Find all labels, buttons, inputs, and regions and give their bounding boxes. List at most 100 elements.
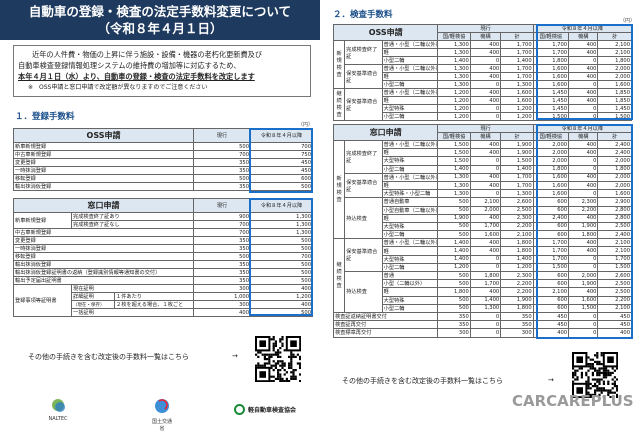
fee-value: 0 <box>469 320 502 330</box>
fee-value: 1,300 <box>250 212 314 221</box>
row-label: 小型二輪 <box>381 80 439 89</box>
fee-value: 500 <box>437 197 471 207</box>
fee-value: 500 <box>250 236 314 245</box>
table-header: OSS申請 <box>332 24 439 41</box>
row-label: 軽 <box>381 148 439 158</box>
qr-code[interactable] <box>255 336 301 382</box>
row-label: 変更登録 <box>12 236 195 245</box>
fee-value: 1,700 <box>469 279 502 289</box>
fee-value: 600 <box>532 205 570 215</box>
fee-value: 400 <box>469 40 502 49</box>
fee-value: 1,200 <box>500 262 534 273</box>
fee-value: 1,300 <box>437 172 471 182</box>
fee-value: 350 <box>193 166 251 175</box>
fee-value: 500 <box>437 279 471 289</box>
fee-value: 750 <box>250 150 313 159</box>
col-sub: 国/軽検協 <box>532 132 570 141</box>
col-sub: 国/軽検協 <box>437 32 471 41</box>
fee-value: 350 <box>193 276 252 285</box>
table-header: 窓口申請 <box>332 124 439 141</box>
col-sub: 機構 <box>469 132 502 141</box>
row-label: 検査証再交付 <box>332 320 439 330</box>
fee-value: 2,400 <box>597 148 632 158</box>
fee-value: 1,450 <box>532 88 570 97</box>
fee-value: 600 <box>532 197 570 207</box>
fee-value: 0 <box>568 262 599 273</box>
fee-value: 0 <box>469 56 502 65</box>
fee-value: 400 <box>568 172 599 182</box>
fee-value: 400 <box>469 246 502 256</box>
fee-value: 400 <box>568 238 599 248</box>
page-subtitle: （令和８年４月１日） <box>97 21 223 36</box>
row-label: 新車新規登録 <box>13 142 194 151</box>
fee-value: 1,400 <box>437 164 471 174</box>
fee-value: 1,700 <box>597 254 632 264</box>
table-row: 輸出予定届出証明書 350 500 <box>12 276 314 285</box>
fee-list-link-text[interactable]: その他の手続きを含む改定後の手数料一覧はこちら <box>342 377 503 385</box>
fee-value: 300 <box>500 328 534 338</box>
fee-value: 2,300 <box>568 197 599 207</box>
fee-value: 2,400 <box>597 230 632 240</box>
fee-value: 1,800 <box>437 287 471 297</box>
row-label: 大型特殊 <box>381 104 439 113</box>
row-label: 新規検査 <box>332 139 346 240</box>
row-label: 小型自動車（二輪以外） <box>381 205 439 215</box>
row-label: 持込検査 <box>344 197 383 240</box>
col-current: 現行 <box>437 24 534 33</box>
table-row: 窓口申請 現行 令和８年４月以降 <box>332 124 633 141</box>
intro-emphasis: 本年４月１日（水）より、自動車の登録・検査の法定手数料を改定します <box>18 72 255 81</box>
fee-value: 1,200 <box>437 262 471 273</box>
table-row: 検査証再交付 350 0 350 450 0 450 <box>332 320 632 330</box>
fee-value: 0 <box>469 156 502 166</box>
table-row: 新規検査 完成検査終了証 普通・小型（二輪以外） 1,500 400 1,900 2,000… <box>332 139 632 240</box>
fee-value: 500 <box>250 276 314 285</box>
fee-value: 0 <box>568 112 599 121</box>
fee-value: 600 <box>532 279 570 289</box>
fee-value: 1,700 <box>469 221 502 232</box>
fee-value: 400 <box>568 88 599 97</box>
fee-value: 600 <box>532 221 570 232</box>
fee-value: 600 <box>532 230 570 240</box>
fee-value: 1,500 <box>437 148 471 158</box>
lmvia-logo: 軽自動車検査協会 <box>234 404 296 415</box>
fee-value: 1,900 <box>437 213 471 223</box>
fee-value: 1,800 <box>532 164 570 174</box>
fee-value: 500 <box>437 295 471 305</box>
fee-value: 400 <box>469 172 502 182</box>
fee-value: 1,000 <box>193 292 252 301</box>
fee-value: 450 <box>532 320 570 330</box>
fee-value: 1,700 <box>500 172 534 182</box>
fee-value: 1,400 <box>500 56 534 65</box>
row-label: 完成検査終了証あり <box>70 212 195 221</box>
fee-value: 1,600 <box>500 96 534 105</box>
col-sub: 国/軽検協 <box>532 32 570 41</box>
qr-code[interactable] <box>572 352 618 398</box>
fee-value: 500 <box>437 221 471 232</box>
fee-value: 2,100 <box>469 197 502 207</box>
fee-value: 1,300 <box>500 189 534 199</box>
fee-list-link-text[interactable]: その他の手続きを含む改定後の手数料一覧はこちら <box>28 353 189 361</box>
table-row: 新規検査 完成検査終了証 普通・小型（二輪以外） 1,300 400 1,700 1,700… <box>332 40 632 89</box>
fee-value: 1,500 <box>532 112 570 121</box>
arrow-icon: → <box>548 376 554 384</box>
row-label: 輸出抹消仮登録証明書の返納（登録識別情報等通知書の交付） <box>12 268 195 277</box>
row-label: 大型特殊・小型二輪 <box>381 189 439 199</box>
row-label: 検査証返納証明書交付 <box>332 311 439 322</box>
col-current: 現行 <box>193 198 252 213</box>
fee-value: 1,600 <box>532 80 570 89</box>
fee-value: 1,500 <box>500 156 534 166</box>
fee-value: 400 <box>568 180 599 191</box>
fee-value: 500 <box>250 268 314 277</box>
fee-value: 1,200 <box>250 292 314 301</box>
table-row: 中古車新規登録 700 750 <box>13 150 313 159</box>
fee-value: 1,400 <box>437 254 471 264</box>
row-label: 検査標章再交付 <box>332 328 439 338</box>
fee-value: 0 <box>568 328 599 338</box>
fee-value: 400 <box>568 148 599 158</box>
fee-value: 2,200 <box>500 221 534 232</box>
row-label: 継続検査 <box>332 238 346 313</box>
fee-value: 450 <box>532 311 570 322</box>
unit-label: （円） <box>298 122 314 128</box>
fee-value: 350 <box>500 320 534 330</box>
fee-value: 700 <box>250 142 313 151</box>
